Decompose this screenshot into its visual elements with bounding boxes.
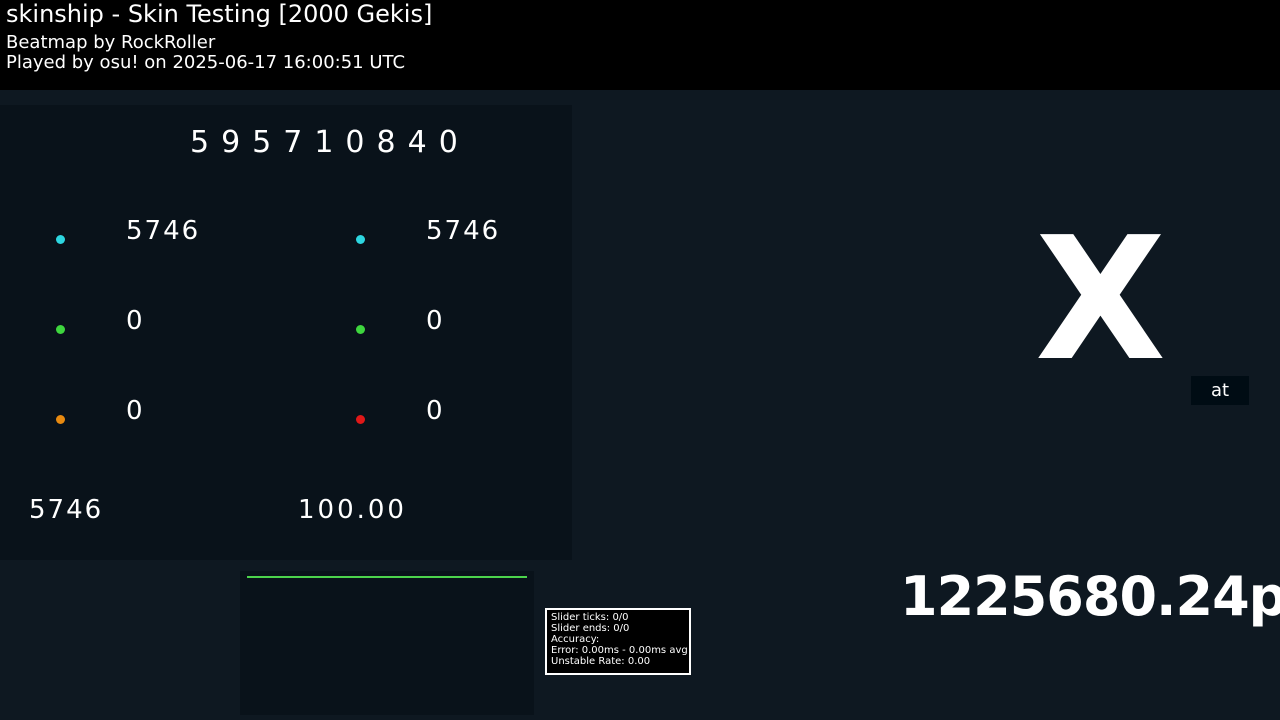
stats-line: Slider ends: 0/0: [551, 623, 630, 634]
hit-count: 0: [426, 306, 445, 336]
hit-dot: [56, 235, 65, 244]
header-bar: skinship - Skin Testing [2000 Gekis] Bea…: [0, 0, 1280, 90]
hit-count: 0: [126, 396, 145, 426]
hit-count: 0: [426, 396, 445, 426]
rank-grade: X: [1035, 201, 1167, 399]
score: 595710840: [190, 125, 470, 160]
hit-dot: [56, 415, 65, 424]
hit-count: 5746: [126, 216, 201, 246]
hit-count: 0: [126, 306, 145, 336]
pp-value: 1225680.24pp: [900, 565, 1280, 628]
stats-box: Slider ticks: 0/0 Slider ends: 0/0 Accurac…: [545, 608, 691, 675]
stats-line: Unstable Rate: 0.00: [551, 656, 651, 667]
map-title: skinship - Skin Testing [2000 Gekis]: [6, 0, 433, 28]
hit-dot: [356, 415, 365, 424]
hit-count: 5746: [426, 216, 501, 246]
max-combo: 5746: [29, 495, 104, 525]
stats-line: Slider ticks: 0/0: [551, 612, 629, 623]
hit-dot: [356, 325, 365, 334]
hit-dot: [56, 325, 65, 334]
graph-line: [247, 576, 527, 578]
stats-line: Error: 0.00ms - 0.00ms avg: [551, 645, 688, 656]
player: Played by osu! on 2025-06-17 16:00:51 UT…: [6, 52, 406, 73]
score-panel: [0, 105, 572, 560]
hit-dot: [356, 235, 365, 244]
mapper: Beatmap by RockRoller: [6, 32, 216, 53]
stats-line: Accuracy:: [551, 634, 600, 645]
accuracy: 100.00: [298, 495, 407, 525]
rank-badge: at: [1191, 376, 1249, 405]
performance-graph: [240, 571, 534, 715]
